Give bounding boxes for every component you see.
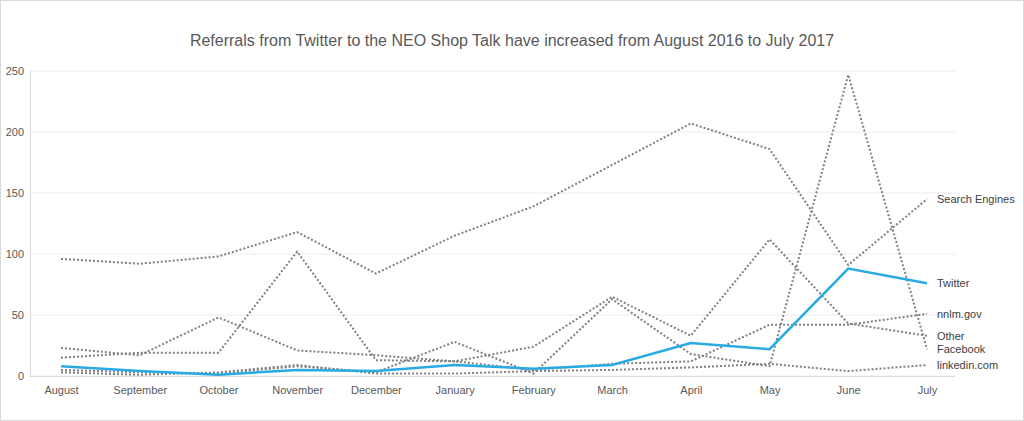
x-tick-label: June <box>837 384 861 396</box>
series-line <box>61 252 927 370</box>
x-tick: April <box>680 376 702 396</box>
x-axis: August September October November December Ja… <box>30 376 955 396</box>
x-tick: October <box>199 376 238 396</box>
y-axis: 0 50 100 150 200 250 <box>6 65 31 382</box>
x-tick: December <box>351 376 402 396</box>
x-tick-label: July <box>918 384 938 396</box>
y-tick-label: 200 <box>6 126 24 138</box>
y-tick: 250 <box>6 65 30 77</box>
series-line <box>61 75 927 374</box>
x-tick: September <box>113 376 167 396</box>
y-tick-label: 50 <box>12 309 24 321</box>
series-line <box>61 239 927 361</box>
x-tick-label: February <box>512 384 557 396</box>
y-axis-line <box>30 72 31 377</box>
series-label: Search Engines <box>937 193 1015 205</box>
x-tick-label: May <box>760 384 781 396</box>
grid-line <box>30 315 955 316</box>
x-tick: August <box>44 376 78 396</box>
chart-frame <box>1 1 1024 421</box>
y-tick-label: 0 <box>18 370 24 382</box>
x-tick-label: August <box>44 384 78 396</box>
y-tick: 150 <box>6 187 30 199</box>
y-tick-label: 100 <box>6 248 24 260</box>
series-label: nnlm.gov <box>937 308 982 320</box>
x-tick-label: March <box>597 384 628 396</box>
series-label: Twitter <box>937 277 970 289</box>
grid <box>30 71 955 376</box>
series-labels: Search Engines Twitter nnlm.gov OtherFacebo… <box>937 193 1015 371</box>
lines <box>61 75 927 375</box>
y-tick: 0 <box>18 370 30 382</box>
grid-line <box>30 254 955 255</box>
y-tick-label: 250 <box>6 65 24 77</box>
grid-line <box>30 376 955 377</box>
y-tick: 100 <box>6 248 30 260</box>
series-label: linkedin.com <box>937 359 998 371</box>
grid-line <box>30 132 955 133</box>
y-tick: 50 <box>12 309 30 321</box>
x-tick: June <box>837 376 861 396</box>
x-tick: November <box>272 376 323 396</box>
x-tick-label: January <box>436 384 476 396</box>
x-tick: February <box>512 376 557 396</box>
x-axis-line <box>30 376 955 377</box>
x-tick-label: October <box>199 384 238 396</box>
x-tick-label: November <box>272 384 323 396</box>
chart-title: Referrals from Twitter to the NEO Shop T… <box>190 32 834 49</box>
series-line <box>61 269 927 375</box>
x-tick-label: April <box>680 384 702 396</box>
series-label: Facebook <box>937 343 986 355</box>
series-label: Other <box>937 330 965 342</box>
y-tick-label: 150 <box>6 187 24 199</box>
series-line <box>61 123 927 273</box>
x-tick: May <box>760 376 781 396</box>
x-tick-label: September <box>113 384 167 396</box>
x-tick: July <box>918 376 938 396</box>
x-tick: March <box>597 376 628 396</box>
grid-line <box>30 71 955 72</box>
x-tick: January <box>436 376 476 396</box>
y-tick: 200 <box>6 126 30 138</box>
x-tick-label: December <box>351 384 402 396</box>
